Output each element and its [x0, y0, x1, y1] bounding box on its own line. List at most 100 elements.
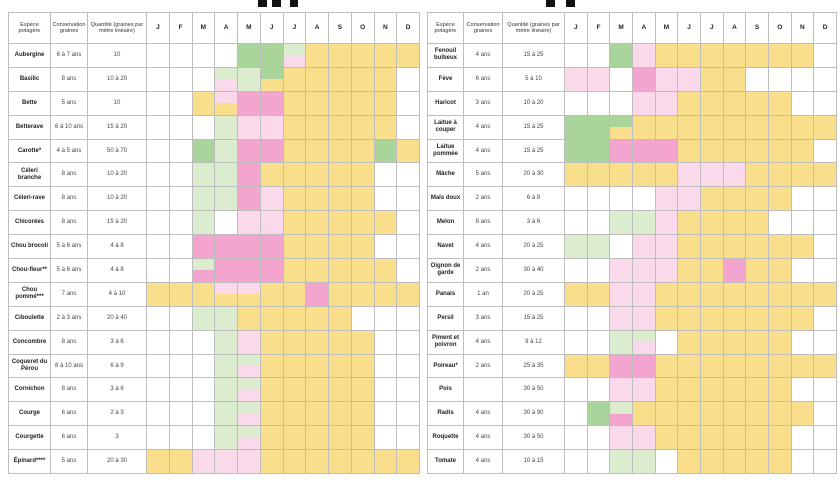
month-cell — [813, 43, 837, 68]
month-cell — [191, 43, 216, 68]
header-species: Espèce potagère — [427, 12, 464, 44]
month-cell — [767, 353, 792, 379]
header-conservation: Conservation graines — [50, 12, 88, 44]
table-row: Tomate 4 ans 10 à 15 — [427, 449, 837, 475]
month-cell — [191, 90, 216, 116]
month-cell — [282, 425, 307, 451]
month-cell — [214, 258, 238, 283]
species-name: Chicorées — [8, 210, 51, 236]
species-name: Chou pommé*** — [8, 281, 51, 307]
month-cell — [328, 66, 352, 92]
month-cell — [328, 329, 352, 355]
month-cell — [350, 114, 375, 140]
month-cell — [259, 281, 284, 307]
conservation-value: 8 ans — [50, 377, 88, 403]
month-cell — [790, 234, 815, 260]
species-name: Piment et poivron — [427, 329, 464, 355]
month-cell — [214, 425, 238, 451]
month-cell — [146, 43, 170, 68]
month-cell — [564, 258, 588, 283]
month-cell — [146, 353, 170, 379]
month-cell — [677, 449, 701, 475]
month-cell — [328, 234, 352, 260]
month-cell — [305, 425, 329, 451]
month-cell — [237, 90, 261, 116]
quantity-value: 2 à 3 — [87, 401, 147, 427]
table-row: Chou-fleur** 5 à 6 ans 4 à 8 — [8, 258, 420, 283]
month-cell — [350, 138, 375, 164]
month-cell — [168, 281, 193, 307]
conservation-value: 3 ans — [463, 305, 503, 331]
month-cell — [722, 329, 747, 355]
month-cell — [328, 210, 352, 236]
table-row: Piment et poivron 4 ans 9 à 12 — [427, 329, 837, 355]
month-cell — [631, 329, 656, 355]
month-cell — [373, 377, 398, 403]
month-cell — [745, 425, 769, 451]
month-cell — [373, 353, 398, 379]
species-name: Carotte* — [8, 138, 51, 164]
month-cell — [564, 401, 588, 427]
cell-bottom-band — [215, 103, 237, 115]
conservation-value: 5 ans — [463, 162, 503, 188]
month-cell — [168, 66, 193, 92]
month-cell — [767, 425, 792, 451]
month-cell — [722, 401, 747, 427]
month-cell — [767, 162, 792, 188]
month-cell — [609, 425, 633, 451]
month-cell — [191, 425, 216, 451]
conservation-value — [463, 377, 503, 403]
quantity-value: 20 à 25 — [502, 234, 565, 260]
table-row: Panais 1 an 20 à 25 — [427, 281, 837, 307]
conservation-value: 2 à 3 ans — [50, 305, 88, 331]
header-species: Espèce potagère — [8, 12, 51, 44]
month-cell — [168, 401, 193, 427]
month-header: O — [767, 12, 792, 44]
quantity-value: 4 à 8 — [87, 258, 147, 283]
month-cell — [745, 114, 769, 140]
month-cell — [373, 281, 398, 307]
month-header: O — [350, 12, 375, 44]
month-cell — [373, 329, 398, 355]
month-cell — [677, 329, 701, 355]
month-cell — [373, 43, 398, 68]
conservation-value: 5 ans — [50, 90, 88, 116]
month-cell — [191, 281, 216, 307]
month-cell — [214, 305, 238, 331]
month-cell — [564, 162, 588, 188]
month-cell — [259, 258, 284, 283]
month-cell — [790, 210, 815, 236]
month-cell — [586, 90, 611, 116]
title-fragment — [546, 0, 555, 7]
species-name: Navet — [427, 234, 464, 260]
month-cell — [237, 114, 261, 140]
cell-bottom-band — [238, 389, 260, 401]
month-cell — [214, 353, 238, 379]
month-cell — [654, 353, 679, 379]
month-cell — [564, 138, 588, 164]
month-cell — [305, 401, 329, 427]
month-cell — [564, 377, 588, 403]
month-cell — [699, 114, 724, 140]
month-cell — [609, 66, 633, 92]
species-name: Épinard**** — [8, 449, 51, 475]
month-cell — [282, 210, 307, 236]
month-cell — [767, 114, 792, 140]
month-cell — [722, 353, 747, 379]
month-cell — [259, 186, 284, 212]
month-cell — [305, 353, 329, 379]
title-fragment — [272, 0, 281, 7]
conservation-value: 6 ans — [50, 425, 88, 451]
month-cell — [282, 377, 307, 403]
quantity-value: 15 à 20 — [87, 114, 147, 140]
month-cell — [586, 353, 611, 379]
month-cell — [564, 305, 588, 331]
month-cell — [146, 329, 170, 355]
month-header: M — [191, 12, 216, 44]
conservation-value: 4 ans — [463, 401, 503, 427]
month-cell — [767, 90, 792, 116]
month-cell — [699, 66, 724, 92]
month-cell — [722, 210, 747, 236]
conservation-value: 4 ans — [463, 138, 503, 164]
month-cell — [191, 377, 216, 403]
